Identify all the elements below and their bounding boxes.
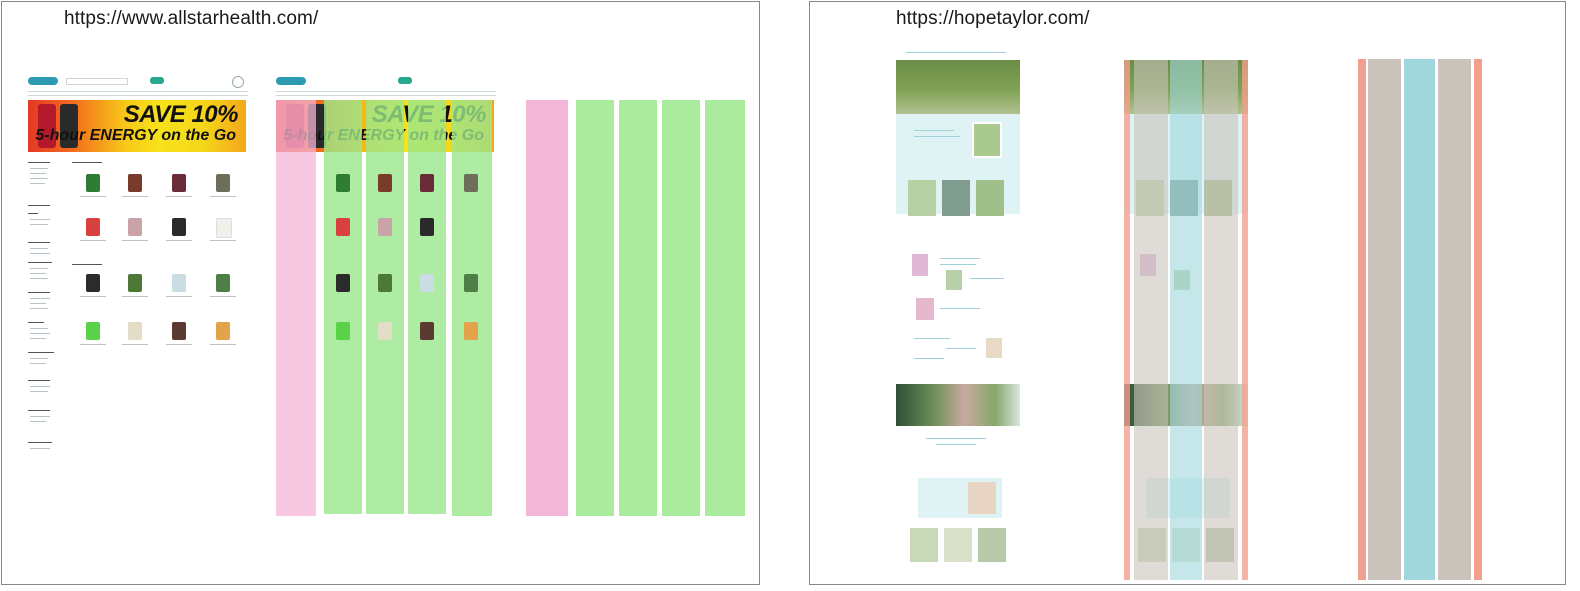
grid-margin-left bbox=[1358, 59, 1366, 580]
banner-headline: SAVE 10% bbox=[123, 101, 239, 128]
hope-overlay-margin-right bbox=[1242, 60, 1248, 580]
hope-thumbnail-overlay bbox=[1124, 48, 1250, 582]
grid-margin-right bbox=[1474, 59, 1482, 580]
hope-overlay-col-2 bbox=[1170, 60, 1202, 580]
grid-column-1 bbox=[576, 100, 614, 516]
grid-column-2 bbox=[619, 100, 657, 516]
sidebar-overlay bbox=[276, 100, 316, 516]
grid-sidebar-column bbox=[526, 100, 568, 516]
allstarhealth-url: https://www.allstarhealth.com/ bbox=[64, 8, 319, 29]
allstar-thumbnail-plain: SAVE 10% 5-hour ENERGY on the Go bbox=[26, 72, 252, 462]
hope-overlay-margin-left bbox=[1124, 60, 1130, 580]
grid-col-2 bbox=[1404, 59, 1435, 580]
grid-col-1 bbox=[1368, 59, 1401, 580]
grid-column-4 bbox=[705, 100, 745, 516]
allstar-thumbnail-overlay: SAVE 10% 5-hour ENERGY on the Go bbox=[274, 72, 500, 518]
hopetaylor-panel: https://hopetaylor.com/ bbox=[809, 1, 1566, 585]
cart-icon bbox=[232, 76, 244, 88]
allstarhealth-panel: https://www.allstarhealth.com/ SAVE 10% … bbox=[1, 1, 760, 585]
hope-overlay-col-1 bbox=[1134, 60, 1168, 580]
banner-tagline: 5-hour ENERGY on the Go bbox=[35, 127, 236, 144]
column-overlay-2 bbox=[366, 100, 404, 514]
column-overlay-1 bbox=[324, 100, 362, 514]
hero-photo bbox=[896, 60, 1020, 118]
promo-banner: SAVE 10% 5-hour ENERGY on the Go bbox=[28, 100, 246, 152]
grid-column-3 bbox=[662, 100, 700, 516]
column-overlay-4 bbox=[452, 100, 492, 516]
hopetaylor-url: https://hopetaylor.com/ bbox=[896, 8, 1090, 29]
column-overlay-3 bbox=[408, 100, 446, 514]
hope-overlay-col-3 bbox=[1204, 60, 1238, 580]
search-button bbox=[150, 77, 164, 84]
search-bar bbox=[66, 78, 128, 85]
grid-col-3 bbox=[1438, 59, 1471, 580]
logo-icon bbox=[28, 77, 58, 85]
hope-thumbnail-plain bbox=[896, 48, 1022, 578]
